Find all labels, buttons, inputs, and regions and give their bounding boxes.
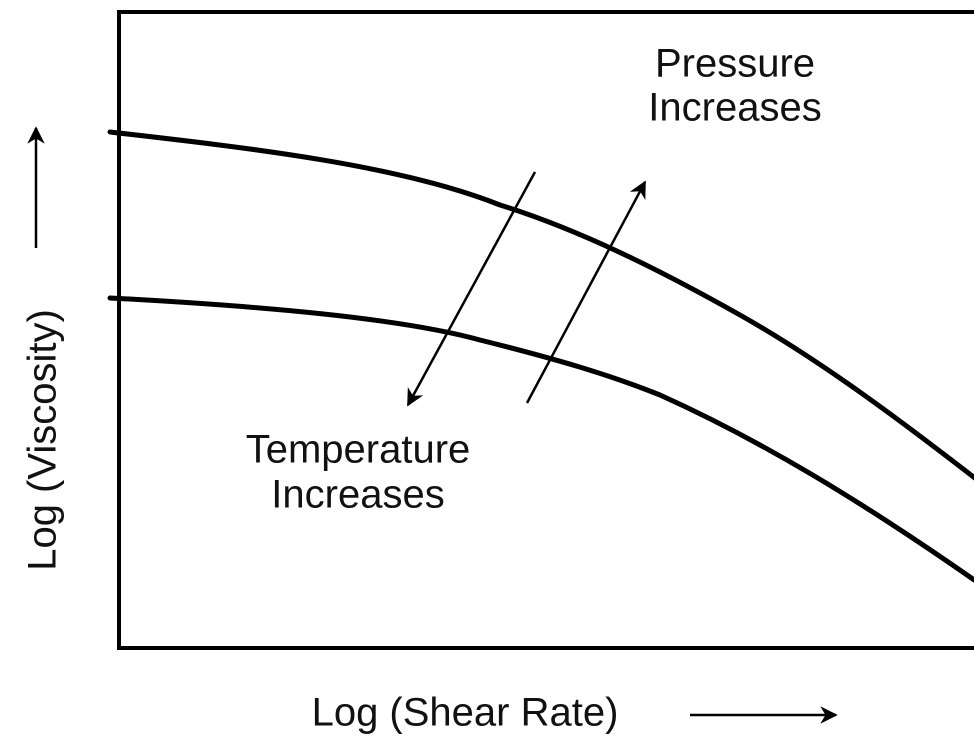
y-axis-label: Log (Viscosity) [21,309,65,571]
upper-curve [107,129,974,481]
annotation-line: Temperature [246,428,471,472]
plot-frame [117,10,974,650]
annotation-line: Increases [648,86,821,130]
pressure-arrow [525,180,647,404]
temperature-arrow [406,171,537,407]
annotation-line: Pressure [655,42,815,86]
x-axis-label: Log (Shear Rate) [312,691,619,735]
lower-curve [107,295,974,583]
annotation-line: Increases [271,473,444,517]
